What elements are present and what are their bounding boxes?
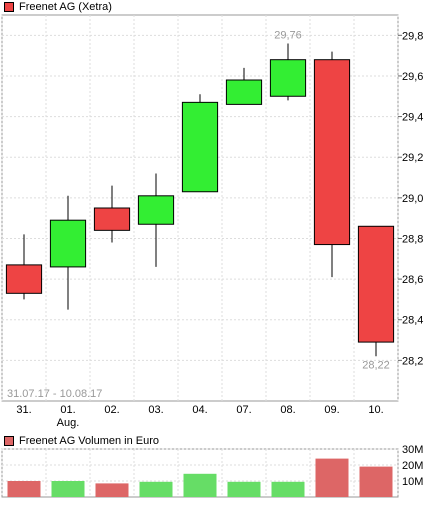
price-candle-body <box>269 59 307 97</box>
price-candle-body <box>357 225 395 343</box>
price-ytick-label: 28,8 <box>402 233 423 245</box>
price-xtick-label: 03. <box>148 404 163 416</box>
volume-bar <box>139 481 173 497</box>
volume-ytick-label: 10M <box>402 476 423 488</box>
volume-bar <box>7 481 41 497</box>
price-candle-body <box>225 79 263 105</box>
price-xtick-label: 31. <box>16 404 31 416</box>
price-xtick-label: 04. <box>192 404 207 416</box>
price-xtick-label: 07. <box>236 404 251 416</box>
price-xtick-label: 02. <box>104 404 119 416</box>
volume-legend: Freenet AG Volumen in Euro <box>4 434 159 448</box>
price-ytick-label: 29,2 <box>402 152 423 164</box>
volume-bar <box>51 481 85 497</box>
price-ytick-label: 28,6 <box>402 274 423 286</box>
price-xtick-label: 01. <box>60 404 75 416</box>
volume-ytick-label: 30M <box>402 444 423 456</box>
price-candle-body <box>93 207 131 231</box>
price-ytick-label: 28,2 <box>402 355 423 367</box>
volume-bar <box>315 458 349 497</box>
volume-chart-title: Freenet AG Volumen in Euro <box>19 435 160 447</box>
price-xtick-label: 08. <box>280 404 295 416</box>
price-ytick-label: 29,6 <box>402 71 423 83</box>
price-legend-swatch <box>4 2 14 12</box>
volume-legend-swatch <box>4 436 14 446</box>
price-chart-title: Freenet AG (Xetra) <box>19 1 112 13</box>
volume-bar <box>359 466 393 497</box>
volume-ytick-label: 20M <box>402 460 423 472</box>
price-low-label: 28,22 <box>362 359 390 371</box>
price-ytick-label: 29,0 <box>402 193 423 205</box>
price-candle-body <box>137 195 175 225</box>
price-ytick-label: 29,4 <box>402 112 423 124</box>
price-high-label: 29,76 <box>274 29 302 41</box>
price-ytick-label: 29,8 <box>402 30 423 42</box>
price-candle-body <box>5 264 43 294</box>
price-xtick-label: 10. <box>368 404 383 416</box>
price-chart: 28,228,428,628,829,029,229,429,629,831. 0… <box>1 14 423 429</box>
price-xtick-sublabel: Aug. <box>57 417 80 429</box>
price-legend: Freenet AG (Xetra) <box>4 0 112 14</box>
volume-bar <box>227 481 261 497</box>
price-xtick-label: 09. <box>324 404 339 416</box>
volume-bar <box>95 483 129 497</box>
price-candle-body <box>181 101 219 193</box>
price-candle-body <box>313 59 351 246</box>
volume-bar <box>271 481 305 497</box>
price-candle-body <box>49 219 87 268</box>
price-date-range: 31.07.17 - 10.08.17 <box>7 388 102 400</box>
price-ytick-label: 28,4 <box>402 315 423 327</box>
volume-bar <box>183 473 217 497</box>
